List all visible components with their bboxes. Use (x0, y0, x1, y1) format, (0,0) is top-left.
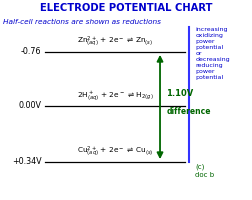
Text: Cu$^{2+}_{(aq)}$ + 2e$^-$ ⇌ Cu$_{(s)}$: Cu$^{2+}_{(aq)}$ + 2e$^-$ ⇌ Cu$_{(s)}$ (77, 144, 153, 158)
Text: +0.34V: +0.34V (12, 158, 42, 166)
Text: increasing
oxidizing
power
potential
or
decreasing
reducing
power
potential: increasing oxidizing power potential or … (195, 27, 230, 80)
Text: difference: difference (166, 107, 211, 116)
Text: -0.76: -0.76 (21, 47, 42, 56)
Text: 2H$^+_{(aq)}$ + 2e$^-$ ⇌ H$_2$$_{(g)}$: 2H$^+_{(aq)}$ + 2e$^-$ ⇌ H$_2$$_{(g)}$ (77, 89, 154, 102)
Text: ELECTRODE POTENTIAL CHART: ELECTRODE POTENTIAL CHART (40, 3, 212, 13)
Text: (c)
doc b: (c) doc b (195, 164, 214, 178)
Text: Half-cell reactions are shown as reductions: Half-cell reactions are shown as reducti… (3, 19, 161, 25)
Text: 0.00V: 0.00V (19, 102, 42, 110)
Text: 1.10V: 1.10V (166, 88, 194, 98)
Text: Zn$^{2+}_{(aq)}$ + 2e$^-$ ⇌ Zn$_{(s)}$: Zn$^{2+}_{(aq)}$ + 2e$^-$ ⇌ Zn$_{(s)}$ (77, 34, 153, 48)
